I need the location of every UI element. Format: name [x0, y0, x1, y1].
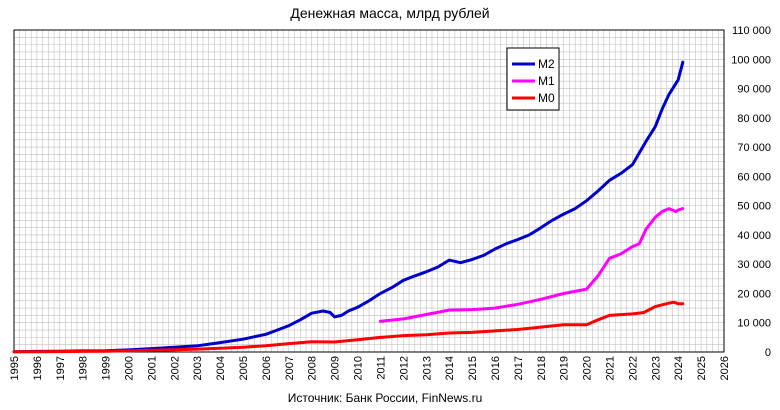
x-tick-label: 2010	[353, 356, 365, 380]
y-tick-label: 50 000	[737, 201, 771, 213]
x-tick-label: 2001	[146, 356, 158, 380]
y-tick-label: 110 000	[732, 25, 771, 37]
x-tick-label: 1999	[101, 356, 113, 380]
x-tick-label: 2003	[192, 356, 204, 380]
series-group	[12, 60, 685, 354]
x-tick-label: 2011	[375, 356, 387, 380]
chart-title: Денежная масса, млрд рублей	[290, 5, 489, 21]
x-tick-label: 1995	[9, 356, 21, 380]
x-axis-ticks: 1995 1996 1997 1998 1999 2000 2001 2002 2003 2004…	[9, 356, 731, 380]
series-line-m1	[379, 207, 685, 323]
series-line-m0	[12, 300, 685, 354]
legend-label: M0	[538, 91, 555, 105]
x-tick-label: 2002	[169, 356, 181, 380]
x-tick-label: 2015	[467, 356, 479, 380]
series-line-m2	[12, 60, 685, 354]
source-note: Источник: Банк России, FinNews.ru	[288, 391, 483, 405]
x-tick-label: 2000	[124, 356, 136, 380]
x-tick-label: 2026	[719, 356, 731, 380]
x-tick-label: 2022	[627, 356, 639, 380]
x-tick-label: 2020	[582, 356, 594, 380]
grid	[13, 29, 725, 353]
y-tick-label: 10 000	[737, 318, 771, 330]
x-tick-label: 1997	[55, 356, 67, 380]
x-tick-label: 2016	[490, 356, 502, 380]
x-tick-label: 2017	[513, 356, 525, 380]
x-tick-label: 1996	[32, 356, 44, 380]
y-tick-label: 70 000	[737, 142, 771, 154]
y-tick-label: 20 000	[737, 288, 771, 300]
x-tick-label: 2014	[444, 356, 456, 380]
y-tick-label: 90 000	[737, 84, 771, 96]
plot-frame	[13, 29, 725, 353]
x-tick-label: 2006	[261, 356, 273, 380]
legend-label: M2	[538, 57, 555, 71]
y-tick-label: 60 000	[737, 171, 771, 183]
x-tick-label: 2019	[559, 356, 571, 380]
x-tick-label: 2013	[421, 356, 433, 380]
legend: M2 M1 M0	[506, 47, 560, 111]
y-tick-label: 100 000	[731, 54, 771, 66]
y-tick-label: 80 000	[737, 113, 771, 125]
x-tick-label: 2021	[604, 356, 616, 380]
y-tick-label: 40 000	[737, 230, 771, 242]
x-tick-label: 2025	[696, 356, 708, 380]
x-tick-label: 2007	[284, 356, 296, 380]
x-tick-label: 2009	[330, 356, 342, 380]
x-tick-label: 2012	[398, 356, 410, 380]
x-tick-label: 1998	[78, 356, 90, 380]
x-tick-label: 2004	[215, 356, 227, 380]
y-tick-label: 30 000	[737, 259, 771, 271]
legend-box	[506, 47, 560, 111]
x-tick-label: 2018	[536, 356, 548, 380]
y-tick-label: 0	[765, 347, 771, 359]
x-tick-label: 2008	[307, 356, 319, 380]
y-axis-ticks: 0 10 000 20 000 30 000 40 000 50 000 60 000 70 …	[731, 25, 771, 359]
x-tick-label: 2024	[673, 356, 685, 380]
legend-label: M1	[538, 74, 555, 88]
x-tick-label: 2023	[650, 356, 662, 380]
x-tick-label: 2005	[238, 356, 250, 380]
